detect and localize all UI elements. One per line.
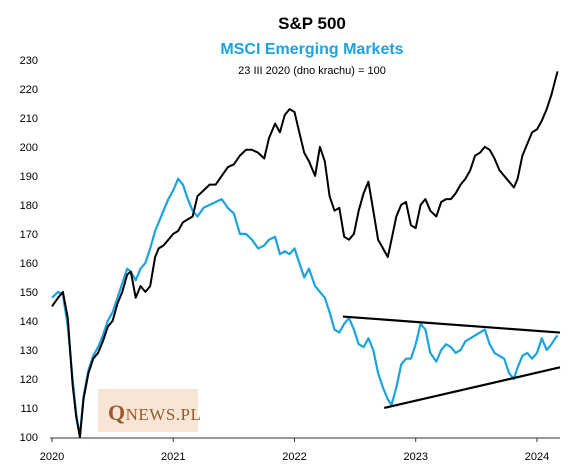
trendline-upper xyxy=(342,315,561,334)
y-tick-label: 130 xyxy=(20,345,38,357)
x-axis: 2020 2021 2022 2023 2024 xyxy=(40,437,560,463)
x-tick-label: 2022 xyxy=(282,451,306,463)
x-tick-label: 2021 xyxy=(161,451,185,463)
qnews-logo: QNEWS.PL xyxy=(98,389,202,432)
y-tick-label: 170 xyxy=(20,229,38,241)
y-tick-label: 220 xyxy=(20,84,38,96)
chart-subtitle: MSCI Emerging Markets xyxy=(220,41,403,58)
y-tick-label: 160 xyxy=(20,258,38,270)
y-tick-label: 110 xyxy=(20,403,38,415)
chart-note: 23 III 2020 (dno krachu) = 100 xyxy=(238,65,386,77)
y-axis: 100 110 120 130 140 150 160 170 180 190 200 210 220 2… xyxy=(20,55,38,444)
x-tick-label: 2020 xyxy=(40,451,64,463)
y-tick-label: 120 xyxy=(20,374,38,386)
y-tick-label: 230 xyxy=(20,55,38,67)
y-tick-label: 190 xyxy=(20,171,38,183)
x-tick-label: 2023 xyxy=(403,451,427,463)
y-tick-label: 180 xyxy=(20,200,38,212)
y-tick-label: 100 xyxy=(20,432,38,444)
y-tick-label: 140 xyxy=(20,316,38,328)
qnews-logo-text: QNEWS.PL xyxy=(108,400,202,425)
series-line-sp500 xyxy=(51,71,559,438)
y-tick-label: 200 xyxy=(20,142,38,154)
plot-area xyxy=(51,71,561,439)
x-tick-label: 2024 xyxy=(525,451,549,463)
trendline-lower xyxy=(383,366,561,410)
y-tick-label: 150 xyxy=(20,287,38,299)
y-tick-label: 210 xyxy=(20,113,38,125)
chart-title: S&P 500 xyxy=(278,14,346,33)
